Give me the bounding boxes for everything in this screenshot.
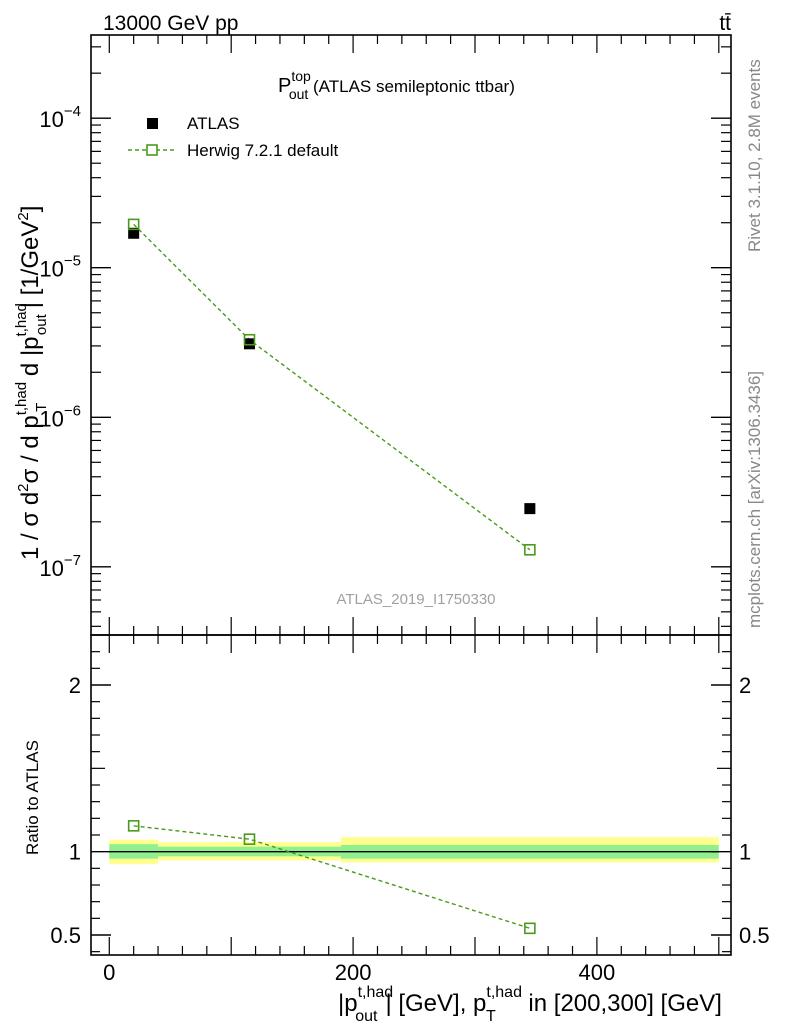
ylabel-c-sup: t,had bbox=[13, 303, 30, 336]
ylabel-c: d |p bbox=[17, 336, 44, 382]
ratio-ytick-label: 0.5 bbox=[50, 923, 81, 948]
main-ytick-label: 10−7 bbox=[39, 552, 81, 581]
mcplots-label: mcplots.cern.ch [arXiv:1306.3436] bbox=[745, 371, 764, 628]
header-right: tt̄ bbox=[719, 12, 731, 35]
main-ytick-label: 10−5 bbox=[39, 253, 81, 282]
herwig-ratio-point bbox=[243, 833, 256, 845]
ratio-panel: 0.5 0.51 12 20 200 400 Ratio to ATLAS |pt,had… bbox=[23, 634, 770, 1024]
main-ytick-label: 10−4 bbox=[39, 103, 81, 132]
main-title: Ptop out (ATLAS semileptonic ttbar) bbox=[278, 68, 515, 102]
ratio-ytick-label: 2 bbox=[69, 673, 81, 698]
main-title-main: P bbox=[278, 75, 291, 97]
herwig-point bbox=[524, 543, 536, 556]
atlas-point bbox=[243, 338, 255, 350]
herwig-point bbox=[243, 333, 256, 346]
herwig-ratio-point bbox=[524, 922, 536, 935]
atlas-point bbox=[524, 503, 536, 515]
legend-herwig-label: Herwig 7.2.1 default bbox=[187, 141, 338, 160]
ratio-xtick-label: 400 bbox=[579, 960, 616, 985]
legend-atlas-label: ATLAS bbox=[187, 114, 240, 133]
xlabel-b: | [GeV], p bbox=[385, 990, 486, 1017]
ratio-ytick-label-right: 1 bbox=[739, 840, 751, 865]
herwig-point bbox=[127, 218, 140, 231]
herwig-ratio-point bbox=[127, 820, 140, 832]
main-ytick-label: 10−6 bbox=[39, 402, 81, 431]
ratio-ytick-label-right: 2 bbox=[739, 673, 751, 698]
ylabel-c-sub: out bbox=[33, 313, 50, 335]
herwig-ratio-line bbox=[133, 825, 531, 930]
ylabel-d: | [1/GeV bbox=[17, 221, 44, 309]
xlabel-c: in [200,300] [GeV] bbox=[522, 990, 722, 1017]
ratio-ticks-layer: 0.5 0.5 1 1 2 2 0 200 400 bbox=[50, 635, 770, 985]
ratio-frame bbox=[90, 634, 732, 956]
main-panel: 10−7 10−6 10−5 10−4 Ptop out (ATLAS semilept… bbox=[13, 34, 732, 636]
xlabel-b-sub: T bbox=[486, 1008, 496, 1024]
header-left: 13000 GeV pp bbox=[103, 12, 238, 35]
ylabel-a-sup: 2 bbox=[15, 483, 32, 491]
x-axis-title: |pt,had out | [GeV], pt,had T in [200,300] … bbox=[338, 984, 722, 1024]
ratio-series-layer bbox=[127, 820, 536, 935]
main-y-axis-title: 1 / σ d2σ / d pt,had T d |pt,had out| [1/G… bbox=[13, 206, 50, 560]
legend-atlas-marker bbox=[147, 118, 158, 129]
main-series-layer bbox=[127, 218, 536, 556]
rivet-label: Rivet 3.1.10, 2.8M events bbox=[745, 59, 764, 252]
legend-herwig-marker bbox=[146, 144, 158, 156]
xlabel-a-sub: out bbox=[355, 1008, 378, 1024]
ratio-y-axis-title: Ratio to ATLAS bbox=[23, 740, 42, 855]
main-title-sub: out bbox=[289, 86, 309, 102]
ratio-ytick-label: 1 bbox=[69, 840, 81, 865]
atlas-point bbox=[128, 227, 140, 239]
analysis-watermark: ATLAS_2019_I1750330 bbox=[336, 591, 495, 608]
ratio-ytick-label-right: 0.5 bbox=[739, 923, 770, 948]
ratio-xtick-label: 0 bbox=[103, 960, 115, 985]
herwig-line bbox=[133, 223, 531, 551]
main-title-sup: top bbox=[291, 68, 311, 84]
ratio-xtick-label: 200 bbox=[335, 960, 372, 985]
ratio-bands-layer bbox=[109, 837, 719, 865]
xlabel-a: |p bbox=[338, 990, 358, 1017]
ylabel-d-sup: 2 bbox=[15, 212, 32, 220]
ylabel-e: ] bbox=[17, 206, 44, 213]
ylabel-b: σ / d p bbox=[17, 415, 44, 483]
main-title-rest: (ATLAS semileptonic ttbar) bbox=[308, 77, 515, 96]
ylabel-b-sup: t,had bbox=[13, 382, 30, 415]
ylabel-b-sub: T bbox=[33, 403, 50, 412]
xlabel-b-sup: t,had bbox=[486, 984, 522, 1001]
main-ticks-layer: 10−7 10−6 10−5 10−4 bbox=[39, 35, 731, 635]
ylabel-a: 1 / σ d bbox=[17, 492, 44, 560]
xlabel-a-sup: t,had bbox=[358, 984, 394, 1001]
